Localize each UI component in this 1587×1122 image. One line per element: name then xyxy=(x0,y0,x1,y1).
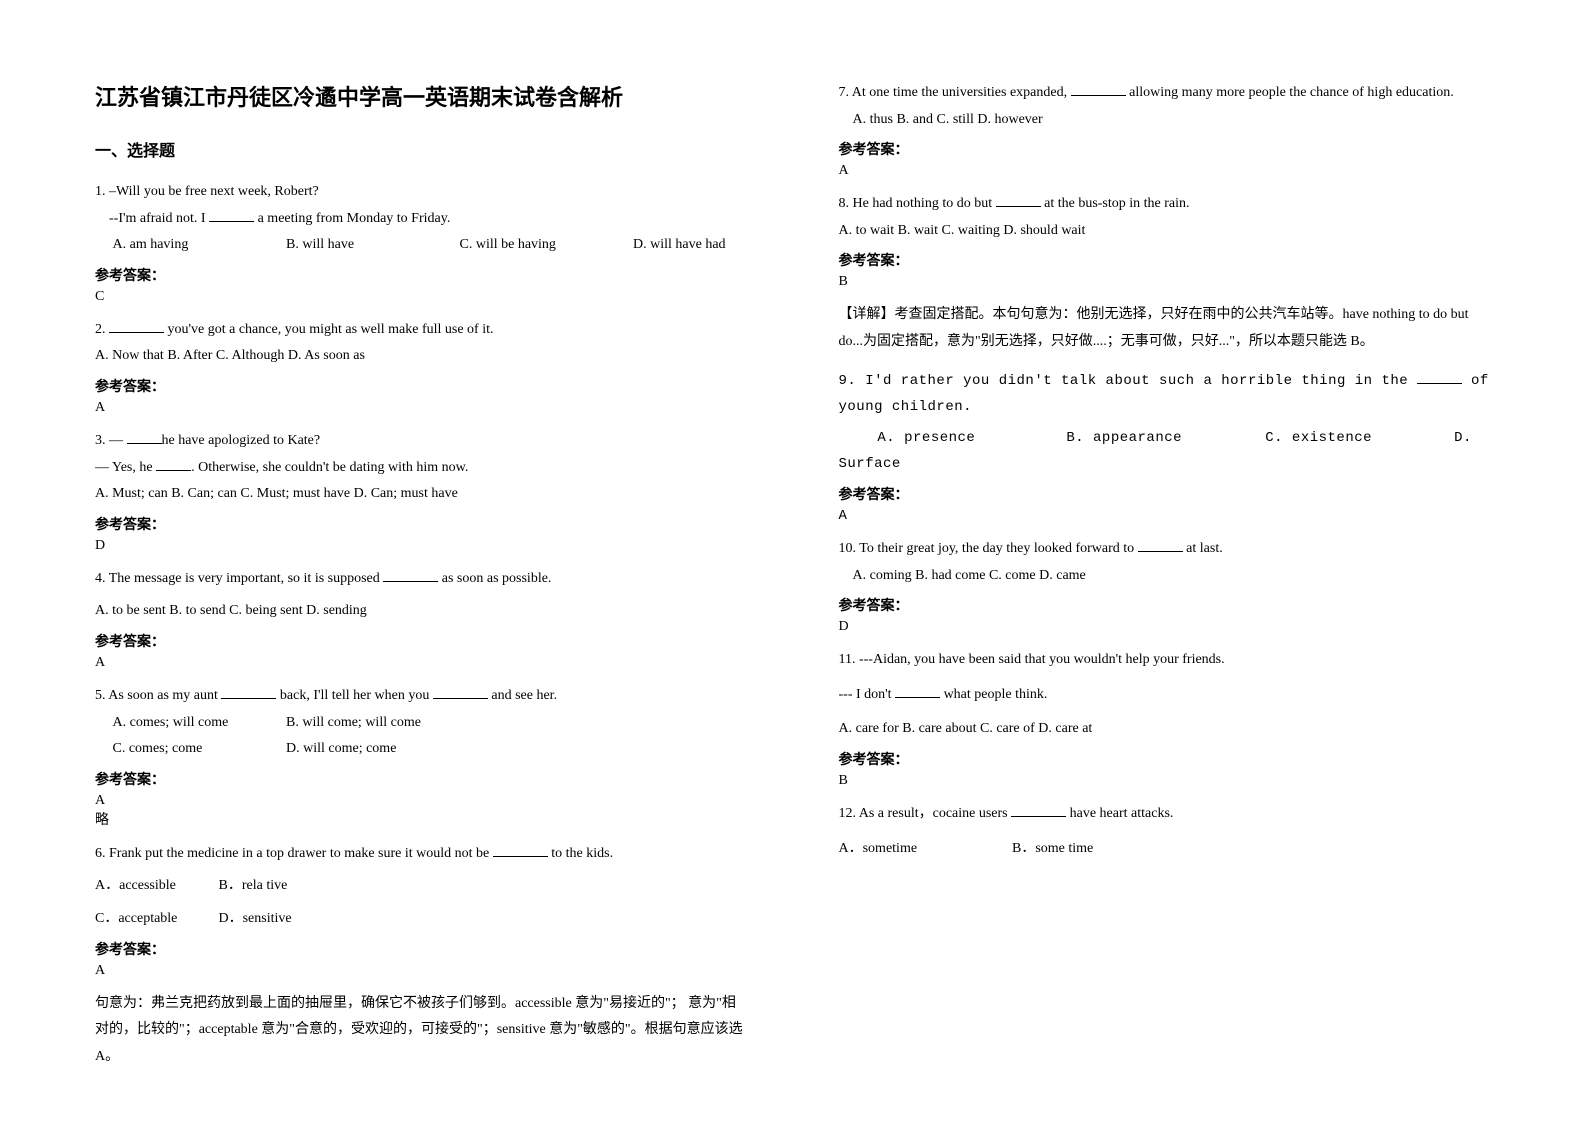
question-2: 2. you've got a chance, you might as wel… xyxy=(95,317,749,370)
q1-options: A. am having B. will have C. will be hav… xyxy=(95,232,749,259)
answer-label: 参考答案： xyxy=(95,514,749,534)
q6-answer: A xyxy=(95,963,749,979)
section-header: 一、选择题 xyxy=(95,137,749,161)
blank xyxy=(895,684,940,698)
q2-answer: A xyxy=(95,400,749,416)
q11-answer: B xyxy=(839,773,1493,789)
q5-options: A. comes; will come B. will come; will c… xyxy=(95,710,749,763)
blank xyxy=(1071,82,1126,96)
question-11: 11. ---Aidan, you have been said that yo… xyxy=(839,647,1493,743)
question-1: 1. –Will you be free next week, Robert? … xyxy=(95,179,749,259)
answer-label: 参考答案： xyxy=(839,595,1493,615)
q9-answer: A xyxy=(839,508,1493,524)
q8-options: A. to wait B. wait C. waiting D. should … xyxy=(839,218,1493,245)
page-title: 江苏省镇江市丹徒区冷遹中学高一英语期末试卷含解析 xyxy=(95,80,749,112)
question-3: 3. — he have apologized to Kate? — Yes, … xyxy=(95,428,749,508)
q8-answer: B xyxy=(839,274,1493,290)
question-6: 6. Frank put the medicine in a top drawe… xyxy=(95,841,749,933)
q4-answer: A xyxy=(95,655,749,671)
blank xyxy=(493,843,548,857)
q7-answer: A xyxy=(839,163,1493,179)
q1-line1: 1. –Will you be free next week, Robert? xyxy=(95,179,749,206)
answer-label: 参考答案： xyxy=(839,139,1493,159)
q5-answer: A 略 xyxy=(95,793,749,829)
blank xyxy=(383,568,438,582)
question-5: 5. As soon as my aunt back, I'll tell he… xyxy=(95,683,749,763)
blank xyxy=(209,208,254,222)
question-7: 7. At one time the universities expanded… xyxy=(839,80,1493,133)
q10-answer: D xyxy=(839,619,1493,635)
blank xyxy=(1011,803,1066,817)
q11-options: A. care for B. care about C. care of D. … xyxy=(839,716,1493,743)
q1-answer: C xyxy=(95,289,749,305)
answer-label: 参考答案： xyxy=(839,250,1493,270)
question-8: 8. He had nothing to do but at the bus-s… xyxy=(839,191,1493,244)
q6-options: A．accessible B．rela tive xyxy=(95,873,749,900)
q6-explanation: 句意为：弗兰克把药放到最上面的抽屉里，确保它不被孩子们够到。accessible… xyxy=(95,991,749,1071)
answer-label: 参考答案： xyxy=(95,376,749,396)
question-4: 4. The message is very important, so it … xyxy=(95,566,749,625)
blank xyxy=(996,193,1041,207)
q3-answer: D xyxy=(95,538,749,554)
blank xyxy=(156,457,191,471)
q2-options: A. Now that B. After C. Although D. As s… xyxy=(95,343,749,370)
blank xyxy=(1138,538,1183,552)
blank xyxy=(127,430,162,444)
answer-label: 参考答案： xyxy=(95,631,749,651)
q9-options: A. presence B. appearance C. existence D… xyxy=(839,425,1493,478)
question-12: 12. As a result，cocaine users have heart… xyxy=(839,801,1493,862)
question-10: 10. To their great joy, the day they loo… xyxy=(839,536,1493,589)
q4-options: A. to be sent B. to send C. being sent D… xyxy=(95,598,749,625)
answer-label: 参考答案： xyxy=(839,484,1493,504)
question-9: 9. I'd rather you didn't talk about such… xyxy=(839,368,1493,478)
blank xyxy=(109,319,164,333)
q12-options: A．sometime B．some time xyxy=(839,836,1493,863)
answer-label: 参考答案： xyxy=(839,749,1493,769)
q3-options: A. Must; can B. Can; can C. Must; must h… xyxy=(95,481,749,508)
blank xyxy=(1417,370,1462,384)
answer-label: 参考答案： xyxy=(95,939,749,959)
blank xyxy=(221,685,276,699)
q7-options: A. thus B. and C. still D. however xyxy=(839,107,1493,134)
q6-options2: C．acceptable D．sensitive xyxy=(95,906,749,933)
q8-explanation: 【详解】考查固定搭配。本句句意为：他别无选择，只好在雨中的公共汽车站等。have… xyxy=(839,302,1493,355)
q1-line2: --I'm afraid not. I a meeting from Monda… xyxy=(95,206,749,233)
blank xyxy=(433,685,488,699)
q10-options: A. coming B. had come C. come D. came xyxy=(839,563,1493,590)
answer-label: 参考答案： xyxy=(95,265,749,285)
answer-label: 参考答案： xyxy=(95,769,749,789)
